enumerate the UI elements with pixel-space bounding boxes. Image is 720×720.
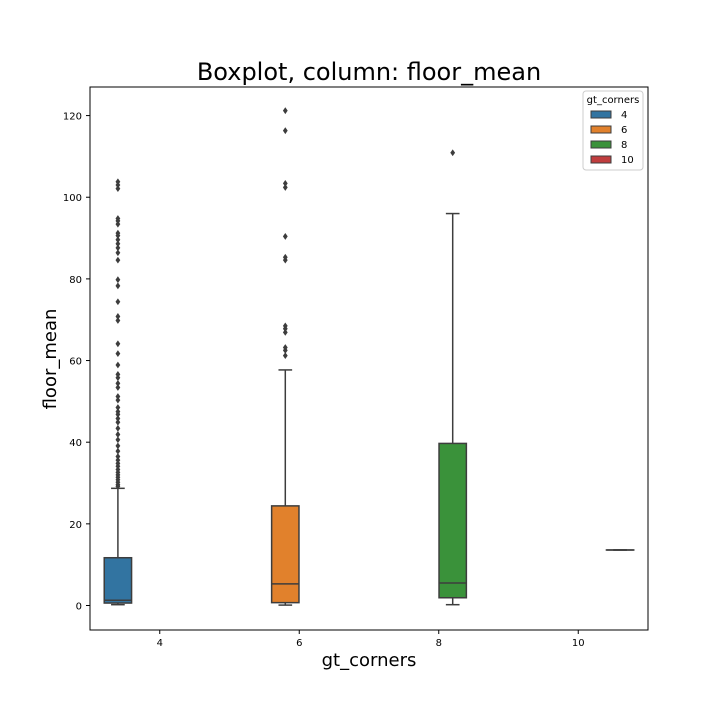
outlier-point bbox=[115, 424, 121, 432]
outlier-point bbox=[115, 229, 121, 237]
x-tick-label: 10 bbox=[572, 638, 585, 649]
outlier-point bbox=[115, 282, 121, 290]
x-tick-label: 4 bbox=[157, 638, 163, 649]
outlier-point bbox=[115, 396, 121, 404]
outlier-point bbox=[115, 404, 121, 411]
outlier-point bbox=[282, 344, 288, 351]
outlier-point bbox=[115, 380, 121, 387]
outlier-point bbox=[115, 442, 121, 450]
outlier-point bbox=[115, 340, 121, 348]
y-tick-label: 80 bbox=[69, 275, 82, 286]
outlier-point bbox=[282, 322, 288, 330]
outlier-point bbox=[282, 179, 288, 187]
legend-swatch-6 bbox=[590, 125, 612, 134]
chart-title: Boxplot, column: floor_mean bbox=[197, 58, 541, 86]
outlier-point bbox=[115, 185, 121, 193]
x-tick-label: 8 bbox=[436, 638, 442, 649]
outlier-point bbox=[115, 393, 121, 400]
outlier-point bbox=[115, 447, 121, 455]
legend-swatch-8 bbox=[590, 140, 612, 149]
outlier-point bbox=[450, 149, 456, 157]
outlier-point bbox=[115, 453, 121, 460]
legend-label-6: 6 bbox=[621, 125, 627, 136]
outlier-point bbox=[282, 127, 288, 135]
outlier-point bbox=[115, 418, 121, 426]
outlier-point bbox=[115, 244, 121, 252]
outlier-point bbox=[282, 328, 288, 336]
legend-label-4: 4 bbox=[621, 110, 627, 121]
box-group bbox=[103, 107, 635, 606]
legend: gt_corners 4 6 8 10 bbox=[582, 90, 644, 171]
outlier-point bbox=[115, 371, 121, 378]
box-4 bbox=[103, 178, 133, 606]
y-tick-label: 40 bbox=[69, 438, 82, 449]
outlier-point bbox=[115, 415, 121, 422]
outlier-point bbox=[115, 436, 121, 444]
y-tick-label: 60 bbox=[69, 357, 82, 368]
legend-swatch-10 bbox=[590, 155, 612, 164]
box-body bbox=[270, 505, 300, 604]
legend-label-8: 8 bbox=[621, 140, 627, 151]
outlier-point bbox=[115, 456, 121, 464]
y-tick-label: 0 bbox=[76, 602, 82, 613]
box-8 bbox=[438, 149, 468, 606]
y-axis-label: floor_mean bbox=[40, 309, 61, 410]
x-axis-label: gt_corners bbox=[322, 650, 417, 671]
legend-title: gt_corners bbox=[587, 95, 640, 106]
outlier-point bbox=[115, 215, 121, 222]
y-tick-label: 20 bbox=[69, 520, 82, 531]
x-tick-label: 6 bbox=[296, 638, 302, 649]
outlier-point bbox=[115, 313, 121, 320]
outlier-point bbox=[115, 249, 121, 257]
y-tick-label: 100 bbox=[63, 193, 82, 204]
plot-frame bbox=[89, 86, 649, 631]
outlier-point bbox=[115, 236, 121, 244]
outlier-point bbox=[115, 276, 121, 284]
legend-label-10: 10 bbox=[621, 155, 634, 166]
outlier-point bbox=[115, 361, 121, 369]
box-body bbox=[103, 556, 133, 604]
outlier-point bbox=[115, 240, 121, 248]
outlier-point bbox=[115, 317, 121, 324]
outlier-point bbox=[282, 253, 288, 261]
outlier-point bbox=[115, 384, 121, 391]
outlier-point bbox=[115, 350, 121, 358]
outlier-point bbox=[282, 233, 288, 240]
outlier-point bbox=[282, 184, 288, 191]
outlier-point bbox=[115, 298, 121, 306]
outlier-point bbox=[282, 107, 288, 115]
box-body bbox=[438, 442, 468, 599]
x-axis: 4 6 8 10 bbox=[157, 630, 585, 649]
outlier-point bbox=[115, 408, 121, 415]
y-tick-label: 120 bbox=[63, 112, 82, 123]
outlier-point bbox=[115, 178, 121, 186]
legend-swatch-4 bbox=[590, 110, 612, 119]
outlier-point bbox=[282, 352, 288, 360]
outlier-point bbox=[115, 256, 121, 264]
y-axis: 0 20 40 60 80 100 120 bbox=[63, 112, 90, 613]
outlier-point bbox=[115, 431, 121, 438]
box-6 bbox=[270, 107, 300, 606]
